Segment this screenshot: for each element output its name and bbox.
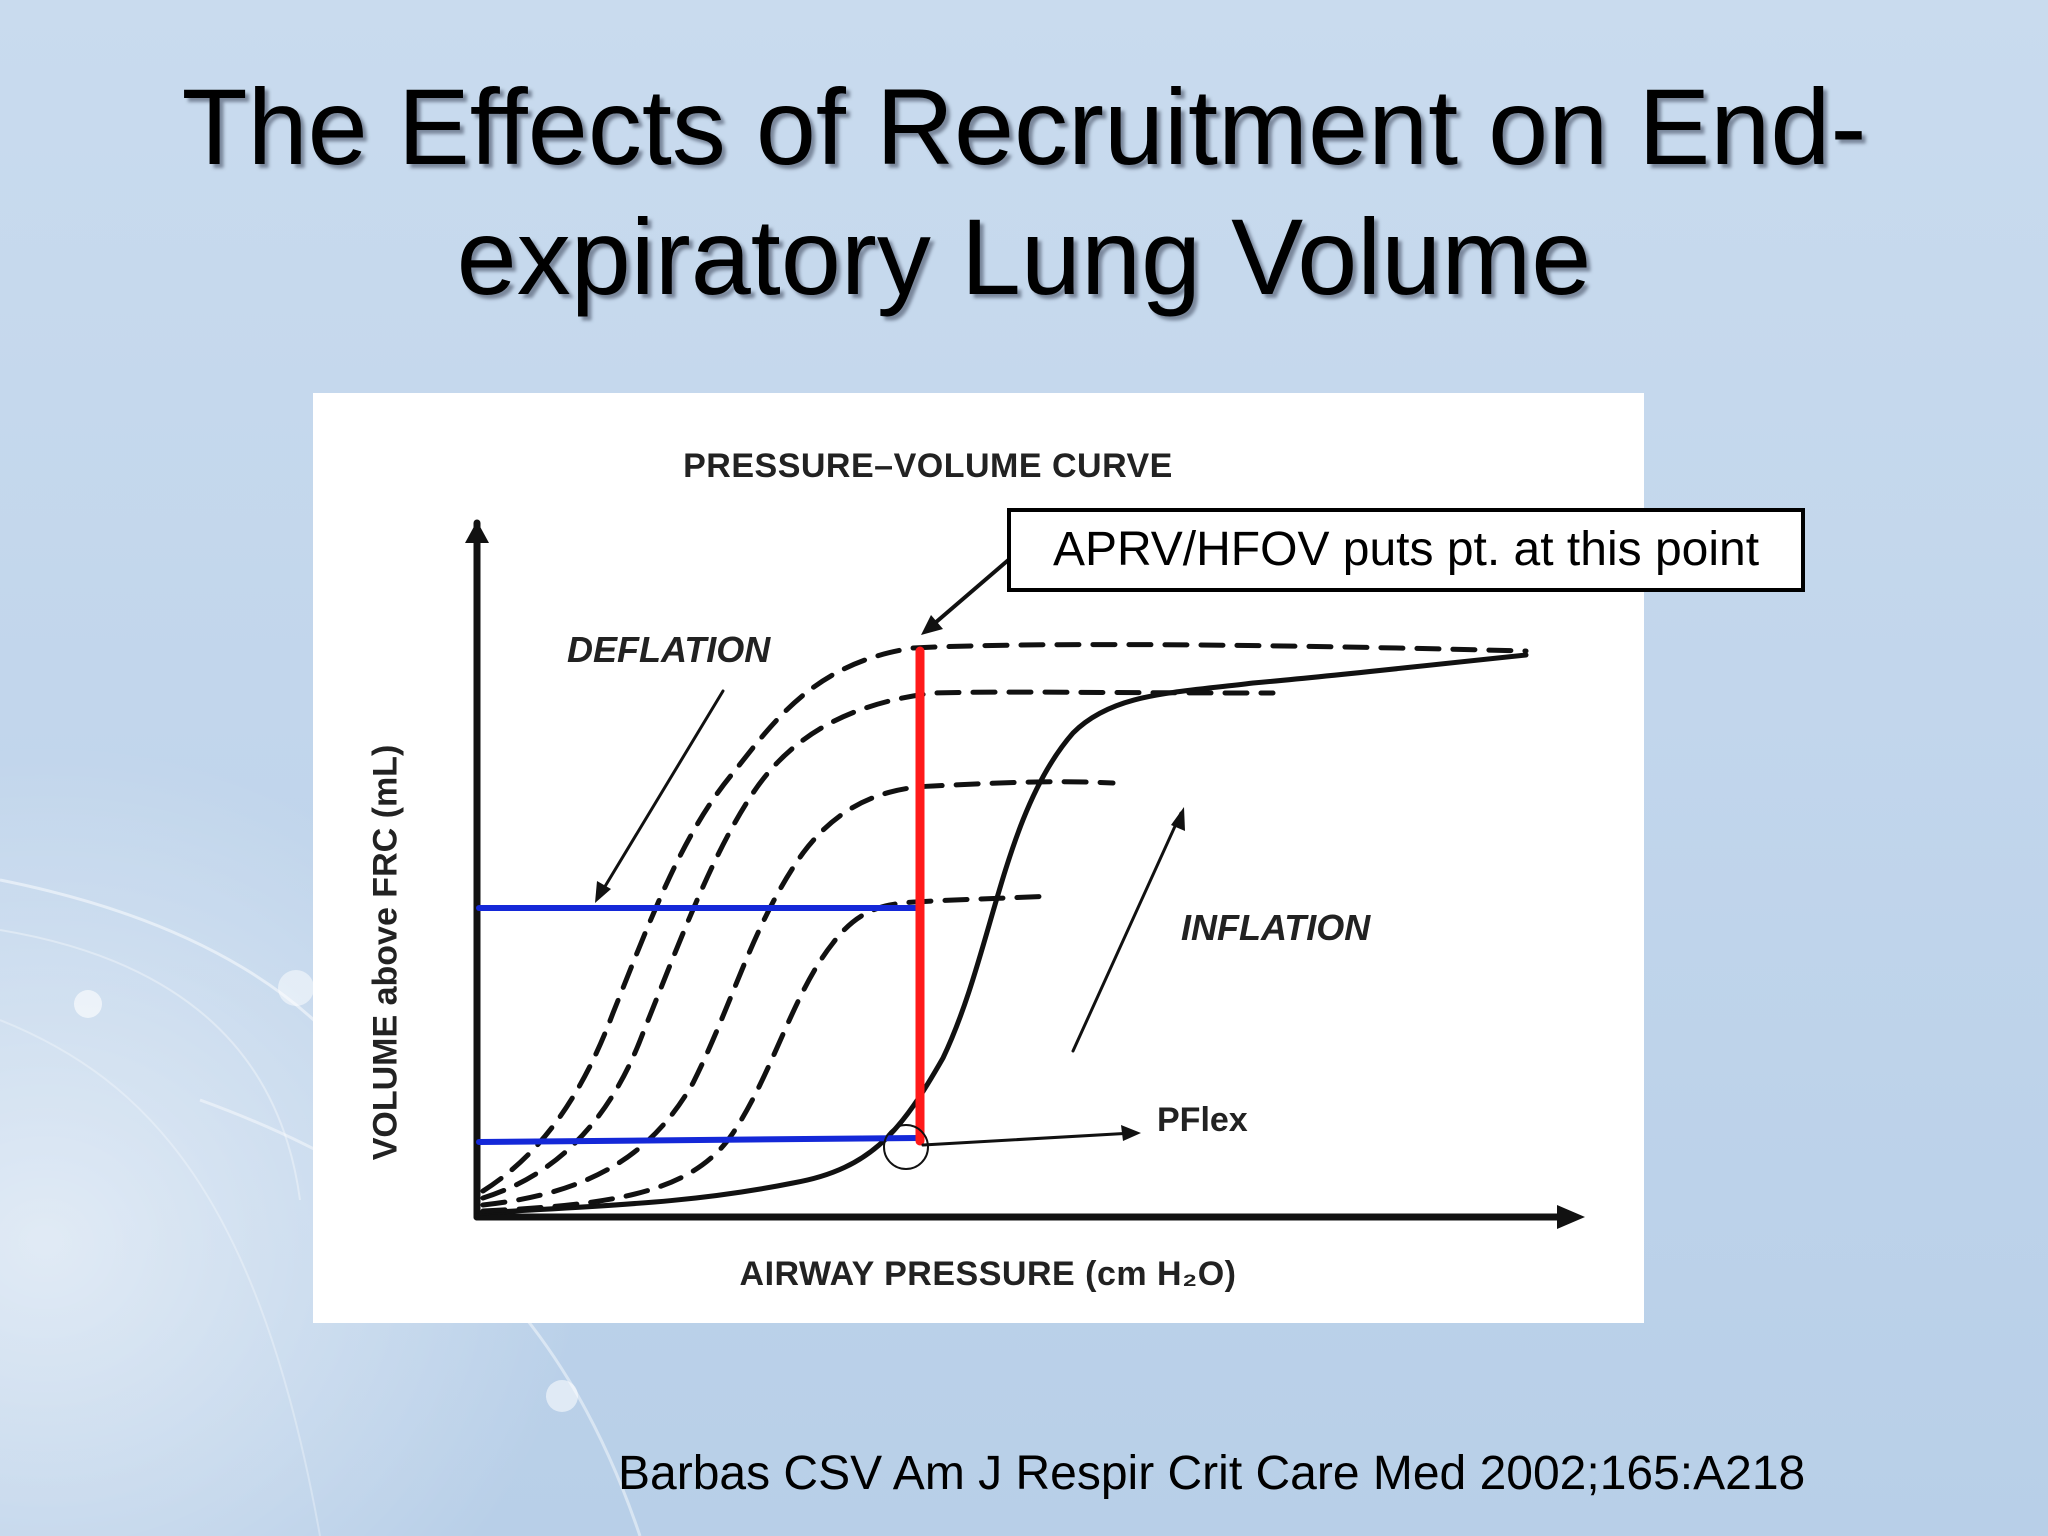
slide-title-line1: The Effects of Recruitment on End- (181, 66, 1867, 187)
inflation-arrow (1071, 811, 1183, 1053)
blue-line-lower (476, 1135, 921, 1145)
deflation-label: DEFLATION (567, 629, 771, 670)
chart-title: PRESSURE–VOLUME CURVE (683, 447, 1173, 485)
inflation-label: INFLATION (1181, 907, 1371, 948)
pressure-volume-diagram (465, 519, 1585, 1229)
pflex-arrowhead (1121, 1125, 1141, 1141)
slide-title-line2: expiratory Lung Volume (456, 196, 1592, 317)
x-axis-label: AIRWAY PRESSURE (cm H₂O) (739, 1255, 1237, 1293)
slide-title: The Effects of Recruitment on End- expir… (0, 62, 2048, 322)
deflation-arrow (596, 689, 725, 900)
y-axis-label: VOLUME above FRC (mL) (366, 744, 405, 1161)
inflation-arrowhead (1171, 807, 1185, 831)
pressure-volume-figure: PRESSURE–VOLUME CURVE VOLUME above FRC (… (313, 393, 1644, 1323)
deflation-curve-4 (480, 893, 1054, 1214)
y-axis-arrowhead (465, 521, 489, 543)
deflation-curve-1 (480, 642, 1529, 1194)
callout-arrow (926, 554, 1015, 631)
deflation-curve-3 (480, 779, 1116, 1208)
pflex-label: PFlex (1157, 1101, 1248, 1139)
deflation-curve-2 (480, 689, 1276, 1201)
pflex-arrow (921, 1131, 1135, 1147)
aprv-hfov-callout: APRV/HFOV puts pt. at this point (1007, 508, 1805, 592)
x-axis-arrowhead (1557, 1205, 1585, 1229)
deflation-arrowhead (595, 881, 611, 903)
pflex-circle (883, 1124, 929, 1170)
inflation-curve (478, 652, 1529, 1216)
callout-arrowhead (921, 615, 943, 635)
citation: Barbas CSV Am J Respir Crit Care Med 200… (618, 1447, 1806, 1500)
